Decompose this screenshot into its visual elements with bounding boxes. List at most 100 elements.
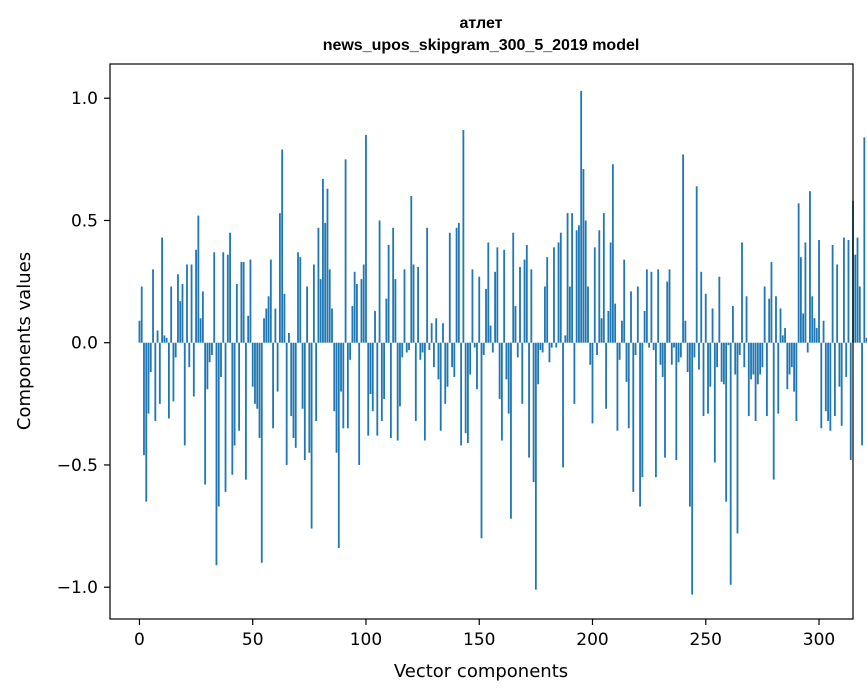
bar-3 xyxy=(145,342,148,502)
bar-60 xyxy=(274,308,277,343)
bar-118 xyxy=(405,342,408,353)
bar-2 xyxy=(143,342,145,456)
bar-143 xyxy=(462,130,465,343)
bar-73 xyxy=(303,342,306,461)
bar-181 xyxy=(548,342,551,363)
bar-252 xyxy=(709,342,712,387)
bar-303 xyxy=(824,342,827,412)
bar-19 xyxy=(181,284,184,343)
bar-321 xyxy=(865,337,867,343)
bar-141 xyxy=(457,222,460,343)
bar-297 xyxy=(811,296,814,343)
bar-20 xyxy=(183,342,186,446)
bar-230 xyxy=(659,342,662,365)
bar-89 xyxy=(340,342,342,392)
bar-37 xyxy=(222,252,225,343)
bar-110 xyxy=(387,244,390,343)
bar-250 xyxy=(704,293,707,343)
bar-136 xyxy=(446,342,449,387)
bar-130 xyxy=(433,342,435,368)
bar-134 xyxy=(442,323,444,343)
bar-140 xyxy=(455,227,458,343)
bar-167 xyxy=(516,342,519,358)
bar-40 xyxy=(229,232,231,343)
bar-132 xyxy=(437,342,440,380)
bar-197 xyxy=(584,220,587,343)
y-tick-label: 0.5 xyxy=(71,211,98,231)
bar-308 xyxy=(836,264,839,343)
bar-53 xyxy=(258,342,261,439)
bar-26 xyxy=(197,215,200,343)
bar-93 xyxy=(349,342,352,360)
bar-193 xyxy=(575,230,578,343)
bar-222 xyxy=(641,342,644,478)
bar-65 xyxy=(285,342,288,465)
bar-314 xyxy=(849,342,852,461)
bar-115 xyxy=(399,342,401,407)
bar-9 xyxy=(158,342,161,404)
bar-241 xyxy=(684,320,687,343)
bar-54 xyxy=(260,342,263,563)
bar-159 xyxy=(498,342,501,399)
bar-307 xyxy=(833,342,836,417)
bar-57 xyxy=(267,296,270,343)
bar-162 xyxy=(505,342,508,380)
bar-234 xyxy=(668,269,671,343)
bar-137 xyxy=(448,232,451,343)
bar-279 xyxy=(770,262,773,343)
bar-147 xyxy=(471,269,474,343)
bar-172 xyxy=(528,342,530,458)
bar-21 xyxy=(186,264,188,343)
bar-283 xyxy=(779,308,782,343)
bar-312 xyxy=(845,342,848,377)
y-tick-label: −0.5 xyxy=(57,456,98,476)
bar-92 xyxy=(346,342,349,429)
bar-69 xyxy=(294,342,297,448)
bar-317 xyxy=(856,237,859,343)
bar-258 xyxy=(722,342,725,385)
chart-title-line1: атлет xyxy=(460,15,503,32)
bar-51 xyxy=(254,342,256,404)
bar-127 xyxy=(426,227,429,343)
bar-178 xyxy=(541,342,544,353)
y-tick-label: 1.0 xyxy=(71,89,98,109)
plot-frame xyxy=(109,63,854,620)
bar-161 xyxy=(503,249,506,343)
bar-28 xyxy=(201,291,204,343)
bar-296 xyxy=(809,191,811,343)
bar-318 xyxy=(858,286,861,343)
bar-196 xyxy=(582,169,585,343)
bar-242 xyxy=(686,342,689,373)
bar-30 xyxy=(206,342,209,390)
bar-103 xyxy=(371,342,374,412)
x-tick-label: 50 xyxy=(242,630,264,650)
bar-24 xyxy=(192,342,195,397)
bar-27 xyxy=(199,318,202,343)
bar-8 xyxy=(156,330,159,343)
bar-266 xyxy=(741,242,743,343)
bar-142 xyxy=(460,342,463,446)
bar-188 xyxy=(564,335,567,343)
bar-47 xyxy=(245,342,247,480)
bar-295 xyxy=(806,342,809,353)
bar-245 xyxy=(693,342,696,358)
bar-186 xyxy=(559,232,562,343)
bar-123 xyxy=(417,266,419,343)
bar-128 xyxy=(428,342,431,351)
bar-160 xyxy=(500,342,503,441)
bar-260 xyxy=(727,342,730,346)
bar-173 xyxy=(530,269,533,343)
bar-56 xyxy=(265,308,268,343)
bar-10 xyxy=(161,237,163,343)
bar-133 xyxy=(439,342,442,431)
bar-310 xyxy=(840,342,843,426)
bar-274 xyxy=(759,342,762,375)
bar-157 xyxy=(494,271,496,343)
bar-152 xyxy=(482,342,485,355)
bar-289 xyxy=(793,342,796,392)
x-tick-label: 100 xyxy=(350,630,382,650)
bar-290 xyxy=(795,342,798,421)
bar-311 xyxy=(843,237,845,343)
bar-249 xyxy=(702,342,705,417)
bar-22 xyxy=(188,342,191,368)
